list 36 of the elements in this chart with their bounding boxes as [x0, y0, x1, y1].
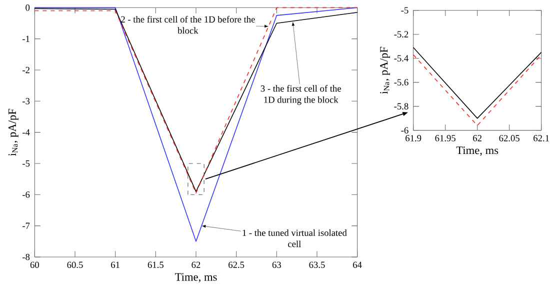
- x-axis-title: Time, ms: [456, 146, 498, 156]
- y-tick-label: -6: [401, 127, 408, 134]
- annotation: 2 - the first cell of the 1D before the block: [121, 16, 255, 34]
- annotation: 3 - the first cell of the 1D during the block: [260, 85, 341, 105]
- y-tick-label: -3: [22, 98, 30, 104]
- y-tick-label: -6: [22, 192, 30, 198]
- y-axis-title: i$_{Na}$, pA/pF: [380, 46, 390, 94]
- y-tick-label: -5.8: [394, 103, 408, 110]
- y-tick-label: -2: [22, 66, 30, 74]
- x-tick-label: 60: [30, 262, 39, 268]
- y-tick-label: -5: [401, 7, 408, 14]
- y-tick-label: -5: [22, 160, 30, 167]
- y-tick-label: -1: [22, 36, 30, 42]
- x-tick-label: 63: [272, 262, 281, 268]
- x-axis-title: Time, ms: [175, 273, 217, 282]
- y-tick-label: -5.4: [394, 55, 408, 62]
- y-tick-label: -4: [22, 129, 30, 136]
- y-tick-label: -7: [22, 222, 30, 229]
- y-tick-label: -5.2: [394, 31, 408, 38]
- x-tick-label: 61.5: [148, 262, 164, 268]
- annotation: 1 - the tuned virtual isolated cell: [242, 229, 347, 248]
- x-tick-label: 63.5: [309, 262, 325, 268]
- x-tick-label: 62: [192, 262, 200, 268]
- x-tick-label: 62.05: [499, 135, 520, 142]
- y-tick-label: -8: [22, 254, 30, 260]
- y-tick-label: 0: [26, 4, 30, 11]
- x-tick-label: 62.5: [228, 262, 244, 268]
- x-tick-label: 61: [111, 262, 120, 268]
- y-tick-label: -5.6: [394, 79, 408, 86]
- x-tick-label: 61.95: [435, 135, 456, 142]
- x-tick-label: 64: [353, 262, 362, 268]
- x-tick-label: 62.1: [534, 135, 549, 142]
- x-tick-label: 60.5: [67, 262, 83, 268]
- y-axis-title: i$_{Na}$, pA/pF: [8, 108, 18, 156]
- x-tick-label: 61.9: [406, 135, 422, 142]
- x-tick-label: 62: [473, 135, 482, 142]
